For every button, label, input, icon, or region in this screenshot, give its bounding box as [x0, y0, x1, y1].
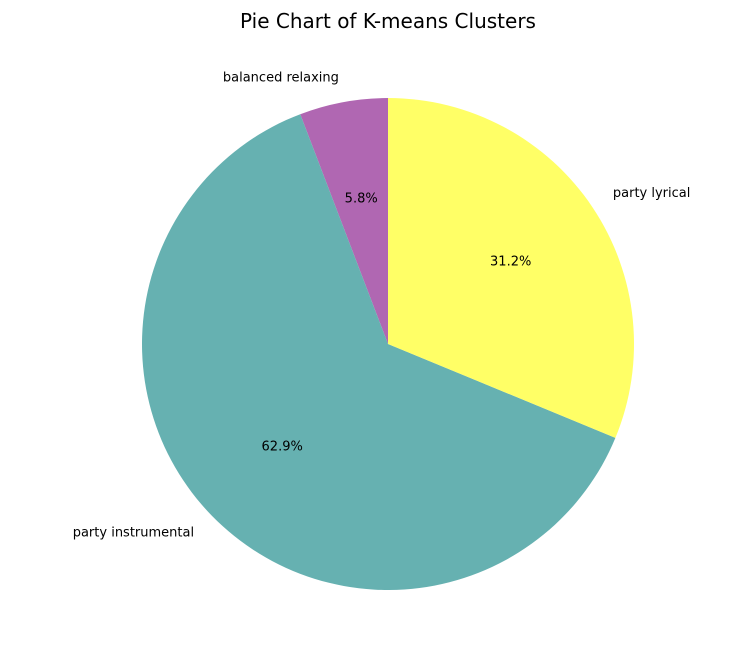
- pie-slice-party-instrumental: [142, 114, 616, 591]
- percent-label-party-lyrical: 31.2%: [490, 254, 531, 269]
- slice-labels: balanced relaxing party instrumental party…: [73, 70, 691, 540]
- slice-label-party-lyrical: party lyrical: [613, 186, 690, 201]
- percent-label-party-instrumental: 62.9%: [262, 440, 303, 455]
- pie-slices: [142, 97, 635, 591]
- pie-slice-balanced-relaxing: [300, 98, 388, 344]
- percent-label-balanced-relaxing: 5.8%: [345, 191, 378, 206]
- slice-label-party-instrumental: party instrumental: [73, 525, 194, 540]
- pie-slice-party-lyrical: [388, 97, 635, 438]
- chart-title: Pie Chart of K-means Clusters: [240, 9, 536, 33]
- percent-labels: 5.8% 62.9% 31.2%: [262, 191, 532, 454]
- slice-label-balanced-relaxing: balanced relaxing: [223, 70, 339, 85]
